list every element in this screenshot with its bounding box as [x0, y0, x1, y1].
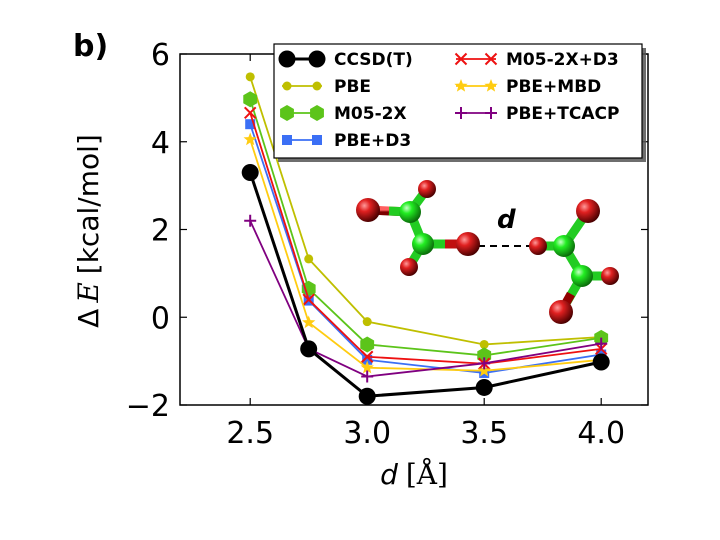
data-point [302, 293, 315, 306]
x-axis-label-var: d [380, 458, 398, 491]
legend-label: PBE [334, 77, 371, 97]
inset-distance-label: d [497, 205, 516, 235]
y-tick-label: 2 [151, 214, 170, 249]
legend-entry: PBE+MBD [454, 77, 601, 97]
data-point [241, 163, 259, 181]
data-point [300, 340, 318, 358]
legend-label: PBE+MBD [506, 77, 601, 97]
y-axis-label-unit: [kcal/mol] [72, 134, 105, 274]
y-axis-label: ΔE [kcal/mol] [72, 134, 105, 328]
data-point [477, 363, 491, 377]
legend-marker [310, 105, 324, 121]
legend-entry: PBE+TCACP [455, 104, 619, 124]
legend-label: M05-2X+D3 [506, 50, 619, 70]
legend-marker [280, 105, 294, 121]
data-point [244, 214, 257, 227]
data-point [243, 106, 257, 120]
legend-marker [485, 107, 497, 119]
y-tick-label: 6 [151, 38, 170, 73]
legend-marker [308, 50, 326, 68]
y-axis-label-var: E [72, 282, 105, 303]
data-point [245, 72, 255, 82]
legend-marker [454, 79, 468, 92]
x-tick-label: 4.0 [577, 416, 625, 451]
data-point [243, 91, 258, 108]
legend-entry: PBE+D3 [282, 131, 411, 151]
y-tick-label: −2 [126, 389, 170, 424]
axis-ticks: 2.5 3.0 3.5 4.0 −2 0 2 4 6 [126, 38, 648, 451]
data-point [479, 339, 489, 349]
legend-label: PBE+D3 [334, 131, 411, 151]
data-point [362, 317, 372, 327]
legend-entry: CCSD(T) [278, 50, 413, 70]
data-point [592, 353, 610, 371]
data-point [360, 360, 374, 374]
legend-label: CCSD(T) [334, 50, 413, 70]
legend-label: PBE+TCACP [506, 104, 619, 124]
data-point [358, 387, 376, 405]
legend-marker [312, 135, 322, 145]
y-axis-label-delta: Δ [72, 309, 105, 328]
legend-marker [282, 81, 292, 91]
legend-marker [454, 52, 468, 66]
data-point [304, 254, 314, 264]
data-point [361, 370, 374, 383]
legend-marker [455, 107, 467, 119]
legend-entry: PBE [282, 77, 371, 97]
data-point [245, 119, 256, 130]
legend-marker [312, 81, 322, 91]
x-tick-label: 3.0 [343, 416, 391, 451]
data-point [595, 337, 608, 350]
y-tick-label: 4 [151, 126, 170, 161]
data-point [478, 357, 491, 370]
legend-marker [484, 52, 498, 66]
x-axis-label-unit: [Å] [406, 458, 448, 491]
legend-entry: M05-2X [280, 104, 407, 124]
data-point [360, 350, 374, 363]
data-point [302, 315, 316, 329]
series-ccsd-t- [241, 163, 610, 405]
legend: CCSD(T) PBE M05-2X PBE+D3 M05-2X+D3 PBE+MBD PB… [273, 43, 646, 162]
molecule-inset: d [356, 180, 619, 324]
series-m05-2x-d3 [243, 106, 608, 370]
panel-label: b) [73, 29, 108, 64]
data-point [243, 132, 257, 146]
legend-marker [278, 50, 296, 68]
data-point [475, 378, 493, 396]
x-axis-label: d [Å] [380, 458, 448, 491]
series-layer [241, 72, 610, 405]
data-point [360, 336, 375, 353]
legend-entry: M05-2X+D3 [454, 50, 619, 70]
x-tick-label: 3.5 [460, 416, 508, 451]
y-tick-label: 0 [151, 301, 170, 336]
data-point [362, 354, 373, 365]
legend-marker [484, 79, 498, 92]
legend-label: M05-2X [334, 104, 407, 124]
legend-marker [282, 135, 292, 145]
x-tick-label: 2.5 [226, 416, 274, 451]
